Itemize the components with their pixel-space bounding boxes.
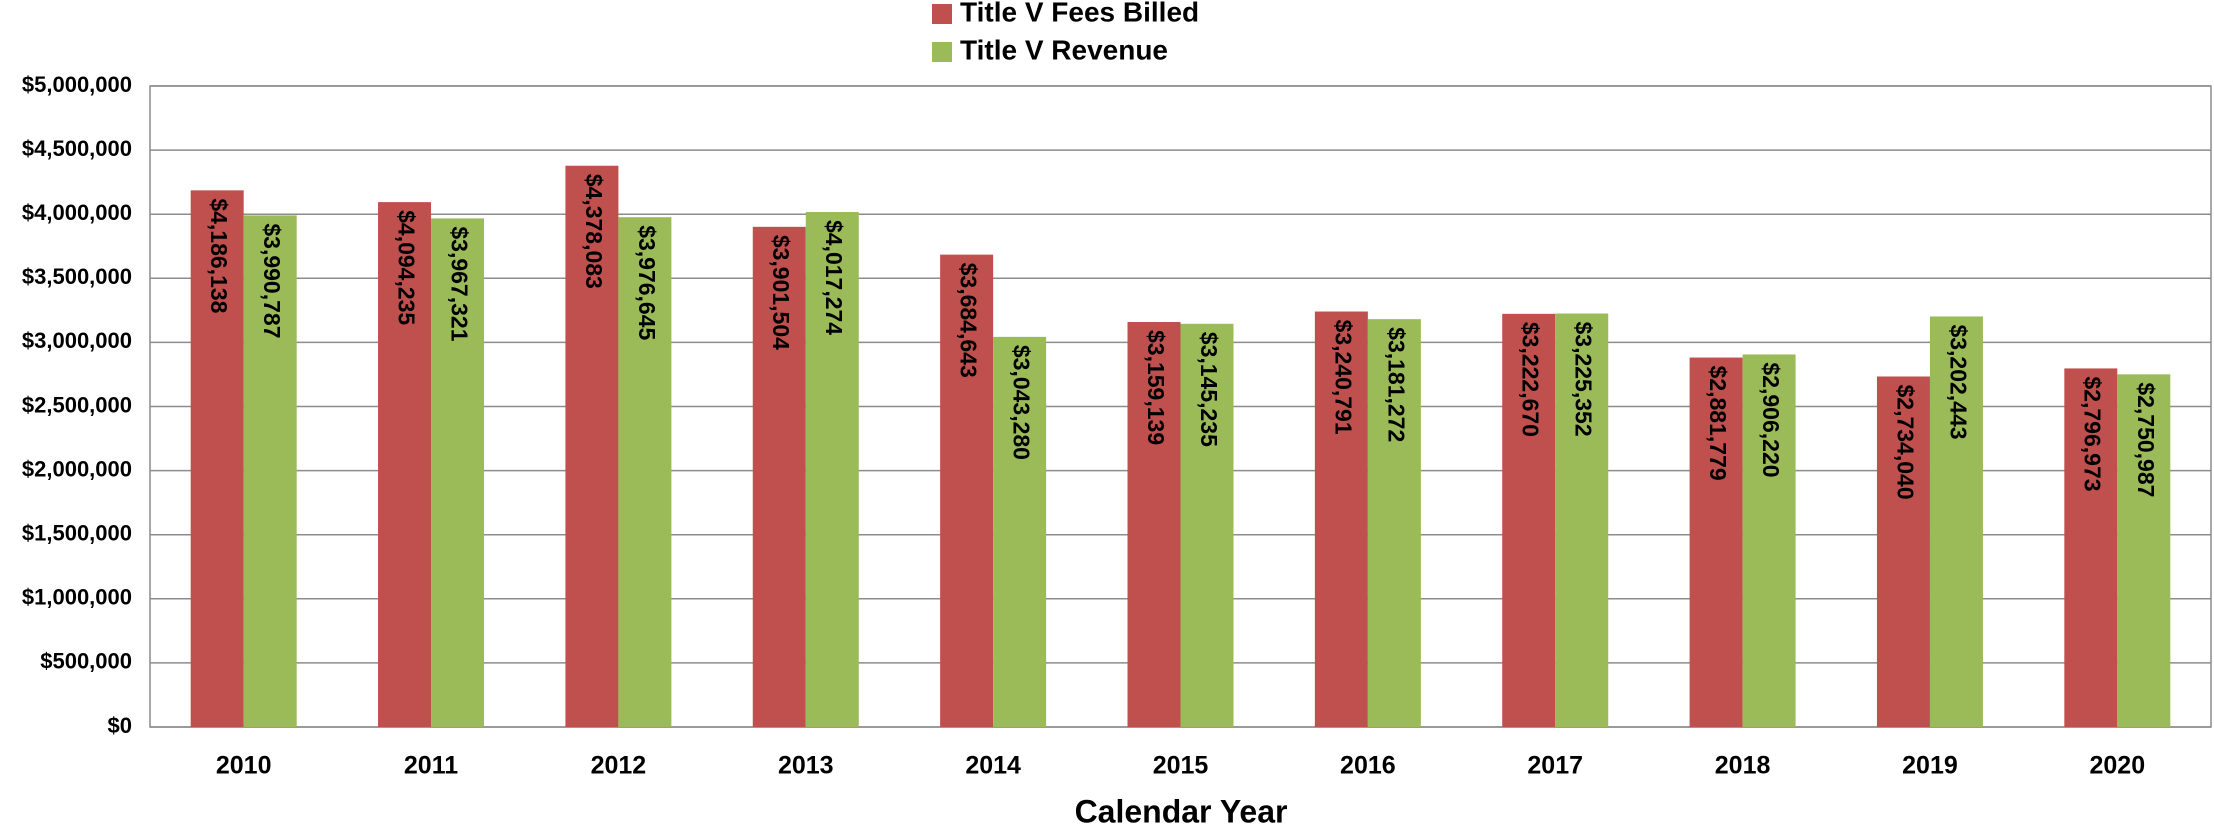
bar xyxy=(1555,313,1609,727)
legend-label: Title V Fees Billed xyxy=(960,0,1199,27)
y-tick-label: $5,000,000 xyxy=(22,72,132,97)
bar xyxy=(1876,376,1930,727)
bar xyxy=(752,226,806,727)
value-label: $3,145,235 xyxy=(1196,332,1222,447)
bar xyxy=(1689,357,1743,727)
value-label: $3,990,787 xyxy=(259,223,285,338)
legend-swatch xyxy=(932,4,952,24)
bar xyxy=(1742,354,1796,727)
y-tick-label: $3,000,000 xyxy=(22,328,132,353)
value-label: $4,017,274 xyxy=(821,220,847,335)
x-tick-label: 2014 xyxy=(965,752,1021,780)
x-tick-label: 2015 xyxy=(1153,752,1209,780)
value-label: $2,881,779 xyxy=(1705,366,1731,481)
value-label: $3,159,139 xyxy=(1143,330,1169,445)
x-tick-label: 2011 xyxy=(404,752,458,780)
x-tick-label: 2019 xyxy=(1902,752,1958,780)
y-tick-label: $500,000 xyxy=(40,649,132,674)
value-label: $3,043,280 xyxy=(1009,345,1035,460)
value-label: $2,906,220 xyxy=(1758,362,1784,477)
legend-label: Title V Revenue xyxy=(960,34,1168,65)
x-tick-label: 2012 xyxy=(591,752,647,780)
bar xyxy=(565,165,619,728)
value-label: $2,750,987 xyxy=(2133,382,2159,497)
value-label: $3,967,321 xyxy=(446,226,472,341)
y-tick-label: $2,500,000 xyxy=(22,392,132,417)
y-tick-label: $4,000,000 xyxy=(22,200,132,225)
value-label: $3,181,272 xyxy=(1383,327,1409,442)
value-label: $3,202,443 xyxy=(1945,324,1971,439)
value-label: $3,684,643 xyxy=(956,263,982,378)
value-label: $3,976,645 xyxy=(634,225,660,340)
bar xyxy=(1367,319,1421,727)
y-tick-label: $0 xyxy=(108,713,132,738)
value-label: $4,094,235 xyxy=(393,210,419,325)
bar xyxy=(190,190,244,728)
value-label: $4,186,138 xyxy=(206,198,232,313)
value-label: $3,240,791 xyxy=(1330,320,1356,435)
bar xyxy=(1314,311,1368,727)
value-label: $4,378,083 xyxy=(581,174,607,289)
bar xyxy=(243,215,297,727)
x-tick-label: 2016 xyxy=(1340,752,1396,780)
value-label: $2,734,040 xyxy=(1892,384,1918,499)
bar xyxy=(1127,321,1181,727)
y-tick-label: $1,000,000 xyxy=(22,585,132,610)
legend-swatch xyxy=(932,42,952,62)
bar xyxy=(1180,323,1234,727)
value-label: $3,901,504 xyxy=(768,235,794,350)
y-tick-label: $3,500,000 xyxy=(22,264,132,289)
x-axis-title: Calendar Year xyxy=(1075,793,1288,829)
bar xyxy=(940,254,994,727)
x-tick-label: 2018 xyxy=(1715,752,1771,780)
bar xyxy=(378,202,432,727)
y-tick-label: $1,500,000 xyxy=(22,521,132,546)
bar xyxy=(805,211,859,727)
y-tick-label: $4,500,000 xyxy=(22,136,132,161)
value-label: $2,796,973 xyxy=(2080,376,2106,491)
bar xyxy=(1502,313,1556,727)
bar xyxy=(993,336,1047,727)
x-tick-label: 2013 xyxy=(778,752,834,780)
bar xyxy=(431,218,485,727)
y-tick-label: $2,000,000 xyxy=(22,456,132,481)
bar xyxy=(618,217,672,728)
x-tick-label: 2017 xyxy=(1527,752,1583,780)
bar xyxy=(1929,316,1983,727)
value-label: $3,222,670 xyxy=(1518,322,1544,437)
value-label: $3,225,352 xyxy=(1571,322,1597,437)
bar xyxy=(2117,374,2171,727)
bar xyxy=(2064,368,2118,727)
x-tick-label: 2020 xyxy=(2090,752,2146,780)
x-tick-label: 2010 xyxy=(216,752,272,780)
